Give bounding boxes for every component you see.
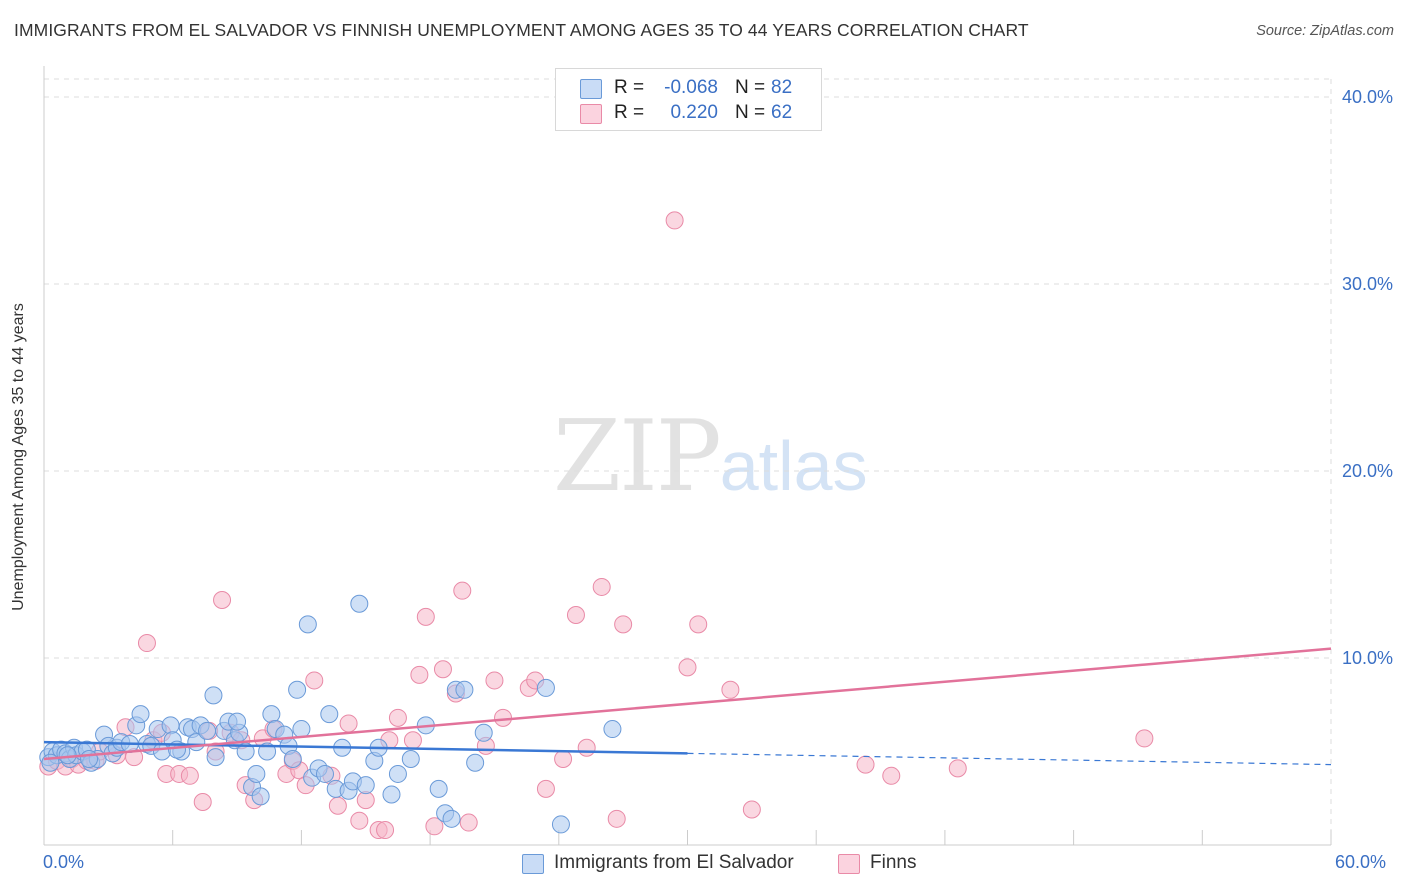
finns-point [614, 615, 633, 634]
finns-point [536, 779, 555, 798]
legend-r-value: -0.068 [664, 77, 718, 98]
el-salvador-point [442, 809, 461, 828]
y-tick-label: 30.0% [1342, 274, 1393, 294]
el-salvador-point [131, 705, 150, 724]
el-salvador-point [603, 720, 622, 739]
finns-point [689, 615, 708, 634]
el-salvador-trendline-projection [687, 752, 1332, 766]
finns-point [856, 755, 875, 774]
finns-point [566, 605, 585, 624]
watermark: ZIPatlas [553, 400, 868, 514]
finns-point [213, 591, 232, 610]
finns-point [554, 749, 573, 768]
finns-point [193, 792, 212, 811]
legend-swatch-finns [580, 104, 602, 124]
finns-point [433, 660, 452, 679]
el-salvador-point [247, 764, 266, 783]
y-axis-label: Unemployment Among Ages 35 to 44 years [10, 303, 27, 611]
legend-n-label: N = [735, 102, 766, 123]
finns-point [328, 796, 347, 815]
finns-point [948, 759, 967, 778]
finns-trendline [43, 647, 1332, 761]
el-salvador-point [382, 785, 401, 804]
y-tick-label: 10.0% [1342, 648, 1393, 668]
legend-n-label: N = [735, 77, 766, 98]
finns-point [742, 800, 761, 819]
finns-point [137, 634, 156, 653]
finns-point [416, 607, 435, 626]
el-salvador-point [283, 749, 302, 768]
source-credit: Source: ZipAtlas.com [1256, 23, 1394, 39]
el-salvador-point [320, 705, 339, 724]
el-salvador-point [206, 748, 225, 767]
correlation-legend: R = -0.068 N = 82 R = 0.220 N = 62 [555, 68, 822, 131]
finns-point [678, 658, 697, 677]
finns-point [410, 665, 429, 684]
el-salvador-point [536, 678, 555, 697]
legend-r-label: R = [614, 102, 645, 123]
el-salvador-point [80, 749, 99, 768]
y-tick-label: 40.0% [1342, 87, 1393, 107]
x-tick-label-min: 0.0% [43, 852, 85, 872]
el-salvador-point [262, 705, 281, 724]
watermark-zip: ZIP [553, 400, 722, 514]
finns-point [665, 211, 684, 230]
legend-n-value: 62 [771, 102, 793, 123]
finns-point [607, 809, 626, 828]
y-tick-label: 20.0% [1342, 461, 1393, 481]
x-tick-label-max: 60.0% [1335, 852, 1387, 872]
el-salvador-point [388, 764, 407, 783]
el-salvador-point [315, 764, 334, 783]
finns-point [453, 581, 472, 600]
el-salvador-point [298, 615, 317, 634]
finns-point [388, 708, 407, 727]
finns-point [592, 577, 611, 596]
finns-point [403, 731, 422, 750]
el-salvador-point [236, 742, 255, 761]
finns-point [577, 738, 596, 757]
finns-point [721, 680, 740, 699]
el-salvador-point [161, 716, 180, 735]
el-salvador-point [401, 749, 420, 768]
watermark-atlas: atlas [719, 427, 868, 505]
el-salvador-point [551, 815, 570, 834]
el-salvador-point [429, 779, 448, 798]
el-salvador-point [466, 753, 485, 772]
bottom-legend-swatch-finns [838, 854, 860, 874]
legend-n-value: 82 [771, 77, 793, 98]
legend-r-label: R = [614, 77, 645, 98]
el-salvador-point [288, 680, 307, 699]
finns-point [459, 813, 478, 832]
finns-point [305, 671, 324, 690]
el-salvador-point [292, 720, 311, 739]
el-salvador-point [198, 721, 217, 740]
finns-point [356, 791, 375, 810]
finns-point [339, 714, 358, 733]
el-salvador-point [474, 723, 493, 742]
legend-r-value: 0.220 [670, 102, 718, 123]
el-salvador-point [228, 712, 247, 731]
finns-point [350, 811, 369, 830]
bottom-legend-label-el-salvador: Immigrants from El Salvador [554, 852, 794, 873]
el-salvador-point [356, 776, 375, 795]
el-salvador-point [350, 594, 369, 613]
finns-point [882, 766, 901, 785]
finns-point [485, 671, 504, 690]
el-salvador-point [204, 686, 223, 705]
el-salvador-trendline [43, 740, 688, 755]
chart-title: IMMIGRANTS FROM EL SALVADOR VS FINNISH U… [14, 20, 1029, 40]
el-salvador-point [455, 680, 474, 699]
finns-point [180, 766, 199, 785]
finns-point [1135, 729, 1154, 748]
legend-swatch-el-salvador [580, 79, 602, 99]
bottom-legend-label-finns: Finns [870, 852, 917, 873]
bottom-legend-swatch-el-salvador [522, 854, 544, 874]
el-salvador-point [251, 787, 270, 806]
finns-point [425, 817, 444, 836]
finns-point [376, 821, 395, 840]
finns-point [494, 708, 513, 727]
